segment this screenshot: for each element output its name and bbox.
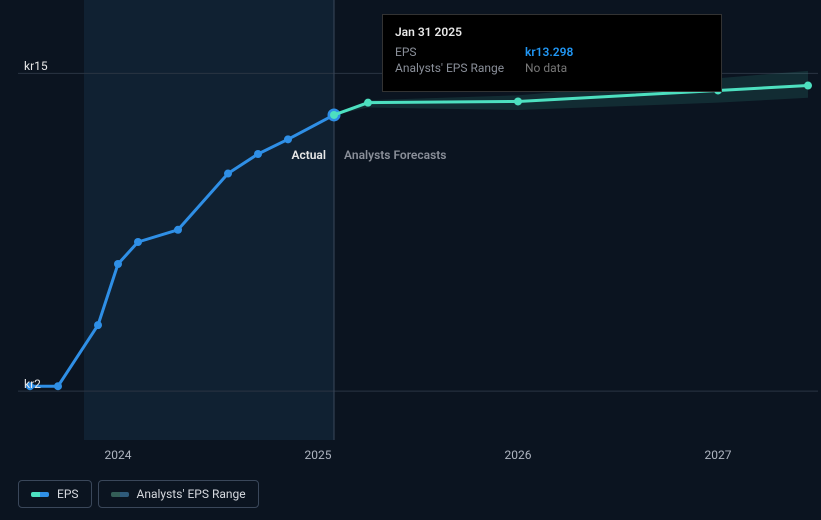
- x-axis-tick-label: 2027: [705, 448, 732, 462]
- x-axis-tick-label: 2025: [305, 448, 332, 462]
- tooltip-title: Jan 31 2025: [395, 25, 709, 39]
- x-axis: 2024 2025 2026 2027: [18, 448, 818, 466]
- y-axis-tick-label: kr15: [24, 59, 48, 73]
- x-axis-tick-label: 2026: [505, 448, 532, 462]
- tooltip-row-value: No data: [525, 61, 567, 75]
- tooltip-row-range: Analysts' EPS Range No data: [395, 61, 709, 75]
- tooltip-row-eps: EPS kr13.298: [395, 45, 709, 59]
- tooltip-row-value: kr13.298: [525, 45, 573, 59]
- legend-item-eps[interactable]: EPS: [18, 480, 92, 508]
- legend-item-label: EPS: [57, 487, 79, 501]
- region-label-actual: Actual: [291, 148, 326, 162]
- chart-tooltip: Jan 31 2025 EPS kr13.298 Analysts' EPS R…: [382, 14, 722, 92]
- region-label-forecast: Analysts Forecasts: [344, 148, 446, 162]
- legend-swatch-icon: [111, 492, 129, 497]
- tooltip-row-label: EPS: [395, 45, 525, 59]
- legend-item-label: Analysts' EPS Range: [137, 487, 246, 501]
- legend-item-range[interactable]: Analysts' EPS Range: [98, 480, 259, 508]
- legend-swatch-icon: [31, 492, 49, 497]
- tooltip-row-label: Analysts' EPS Range: [395, 61, 525, 75]
- y-axis-tick-label: kr2: [24, 377, 41, 391]
- x-axis-tick-label: 2024: [105, 448, 132, 462]
- chart-legend: EPS Analysts' EPS Range: [18, 480, 259, 508]
